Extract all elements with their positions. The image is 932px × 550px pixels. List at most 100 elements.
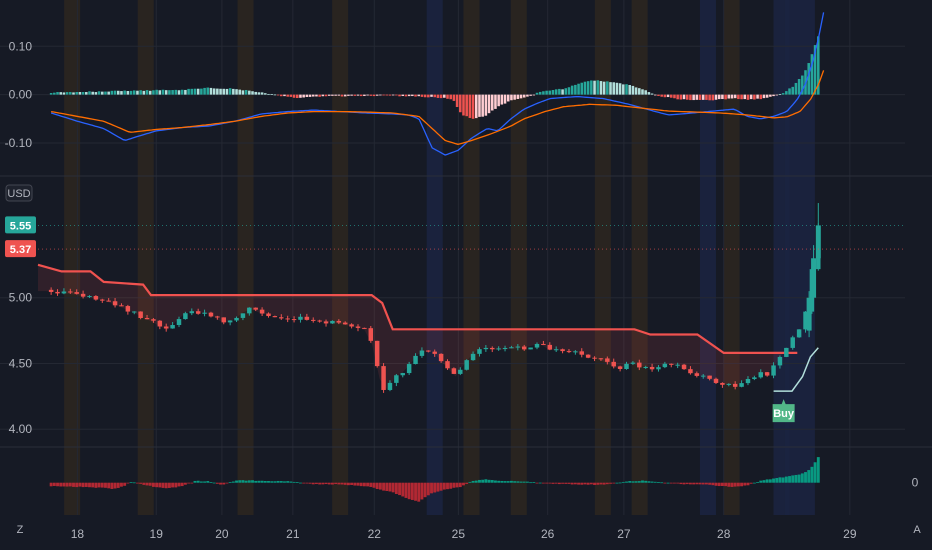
- macd-histogram-bar: [513, 94, 516, 100]
- oscillator-bar: [292, 481, 296, 483]
- oscillator-bar: [525, 481, 529, 483]
- oscillator-bar: [327, 482, 331, 485]
- oscillator-bar: [490, 480, 494, 483]
- oscillator-bar: [343, 482, 347, 485]
- oscillator-bar: [139, 482, 143, 484]
- macd-pane[interactable]: [49, 12, 825, 156]
- candle-body: [342, 322, 348, 325]
- macd-histogram-bar: [212, 88, 216, 95]
- oscillator-bar: [171, 482, 175, 488]
- macd-histogram-bar: [391, 94, 395, 96]
- oscillator-pane[interactable]: [49, 457, 820, 502]
- candle-body: [74, 292, 79, 294]
- macd-histogram-bar: [570, 85, 574, 95]
- macd-histogram-bar: [701, 94, 705, 100]
- oscillator-bar: [631, 481, 635, 483]
- candle-body: [553, 349, 559, 351]
- macd-histogram-bar: [321, 94, 325, 97]
- oscillator-bar: [212, 482, 216, 484]
- oscillator-bar: [564, 482, 568, 484]
- macd-histogram-bar: [481, 94, 484, 117]
- oscillator-bar: [583, 482, 587, 485]
- auto-scale-icon-right[interactable]: A: [913, 524, 921, 536]
- macd-histogram-bar: [267, 93, 270, 95]
- price-pane[interactable]: Buy: [37, 203, 821, 423]
- macd-histogram-bar: [711, 94, 715, 101]
- buy-signal-marker[interactable]: [772, 399, 795, 423]
- macd-histogram-bar: [104, 91, 107, 95]
- macd-histogram-bar: [302, 94, 305, 98]
- macd-histogram-bar: [612, 82, 616, 95]
- oscillator-bar: [663, 482, 667, 484]
- candle-body: [796, 329, 802, 338]
- macd-histogram-bar: [535, 92, 539, 95]
- macd-histogram-bar: [673, 94, 676, 99]
- oscillator-bar: [621, 481, 625, 483]
- candle-body: [490, 347, 495, 350]
- candle-body: [234, 317, 239, 321]
- oscillator-bar: [193, 480, 197, 483]
- oscillator-bar: [736, 482, 740, 487]
- candle-body: [279, 317, 284, 319]
- macd-histogram-bar: [340, 94, 344, 97]
- oscillator-bar: [378, 482, 382, 490]
- oscillator-bar: [676, 482, 680, 484]
- candle-body: [394, 375, 399, 383]
- oscillator-bar: [410, 482, 414, 500]
- macd-histogram-bar: [180, 89, 184, 95]
- macd-histogram-bar: [372, 94, 376, 97]
- candle-body: [355, 326, 361, 328]
- macd-histogram-bar: [762, 94, 766, 99]
- macd-histogram-bar: [638, 88, 641, 95]
- oscillator-bar: [100, 482, 104, 488]
- candle-body: [521, 346, 527, 350]
- x-tick-label: 18: [71, 527, 85, 541]
- candle-body: [681, 364, 687, 370]
- candle-body: [80, 293, 86, 297]
- macd-histogram-bar: [401, 94, 405, 97]
- oscillator-bar: [110, 482, 114, 489]
- x-tick-label: 20: [215, 527, 229, 541]
- auto-scale-icon-left[interactable]: Z: [17, 524, 24, 536]
- macd-histogram-bar: [459, 94, 462, 113]
- candle-body: [669, 363, 674, 365]
- oscillator-bar: [522, 481, 526, 483]
- macd-histogram-bar: [538, 91, 542, 95]
- candle-body: [739, 383, 744, 387]
- macd-histogram-bar: [765, 94, 769, 98]
- oscillator-bar: [295, 482, 299, 483]
- macd-histogram-bar: [110, 90, 114, 95]
- macd-histogram-bar: [685, 94, 689, 100]
- oscillator-bar: [775, 478, 779, 483]
- macd-histogram-bar: [484, 94, 488, 116]
- oscillator-bar: [283, 481, 286, 483]
- candle-body: [541, 343, 546, 345]
- oscillator-bar: [414, 482, 417, 501]
- macd-histogram-bar: [235, 89, 238, 95]
- candle-body: [106, 300, 111, 302]
- macd-histogram-bar: [564, 88, 568, 95]
- macd-y-tick-label: -0.10: [5, 136, 33, 150]
- macd-histogram-bar: [666, 94, 670, 98]
- macd-histogram-bar: [228, 88, 232, 95]
- macd-histogram-bar: [423, 94, 427, 98]
- oscillator-bar: [225, 482, 229, 484]
- macd-histogram-bar: [49, 93, 53, 95]
- oscillator-bar: [167, 482, 171, 488]
- session-band: [784, 0, 815, 515]
- candle-body: [643, 366, 648, 368]
- currency-label-box[interactable]: [5, 184, 33, 202]
- price-y-tick-label: 5.00: [9, 291, 33, 305]
- oscillator-bar: [116, 482, 120, 488]
- oscillator-bar: [190, 482, 194, 484]
- candle-body: [298, 316, 303, 320]
- oscillator-bar: [385, 482, 389, 491]
- macd-histogram-bar: [126, 91, 130, 95]
- candle-body: [637, 362, 642, 368]
- macd-histogram-bar: [369, 94, 373, 96]
- macd-histogram-bar: [129, 90, 133, 95]
- candle-body: [483, 347, 489, 350]
- macd-histogram-bar: [759, 94, 763, 100]
- macd-histogram-bar: [334, 94, 337, 96]
